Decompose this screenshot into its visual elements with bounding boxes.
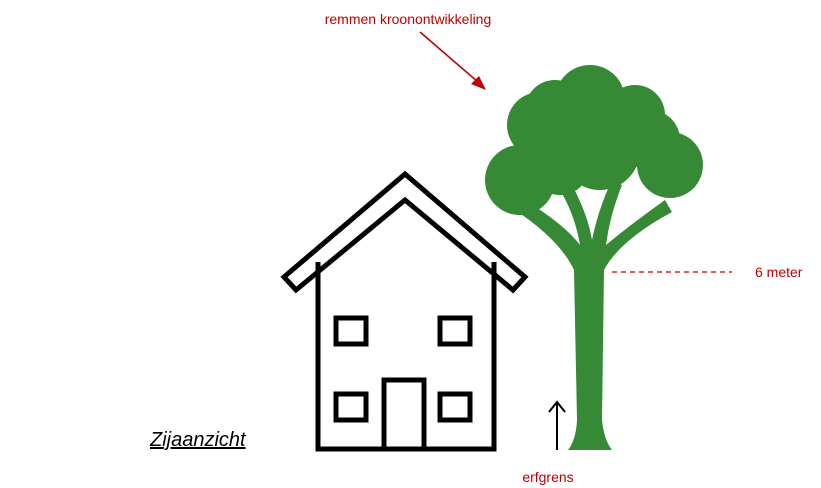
crown-label: remmen kroonontwikkeling (325, 11, 492, 27)
caption: Zijaanzicht (149, 429, 247, 451)
crown-arrow-line (419, 31, 479, 83)
crown-arrow-head (471, 76, 486, 90)
boundary-label: erfgrens (522, 469, 573, 485)
height-label: 6 meter (755, 264, 803, 280)
tree (485, 65, 703, 450)
house (280, 170, 529, 452)
boundary-arrow-head (548, 400, 566, 413)
